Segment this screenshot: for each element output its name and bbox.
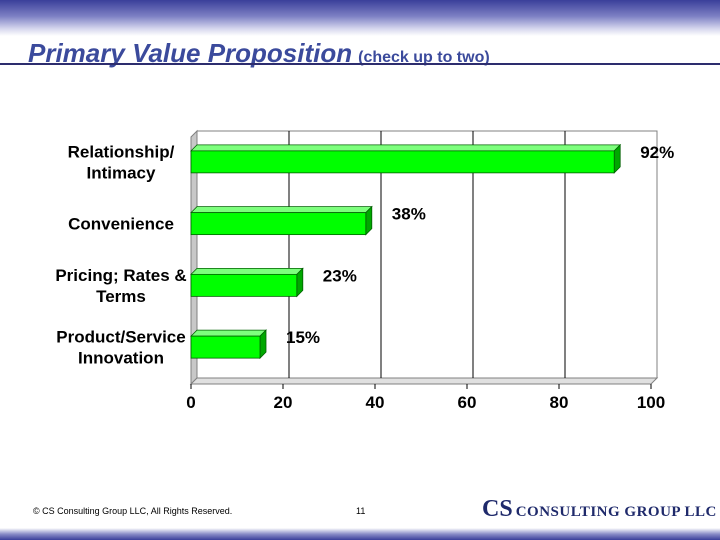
x-tick-label: 20 bbox=[274, 393, 293, 412]
footer-page-number: 11 bbox=[356, 506, 366, 516]
bar-value-label: 38% bbox=[392, 205, 426, 224]
category-label: Product/Service Innovation bbox=[56, 328, 185, 368]
bar bbox=[190, 335, 261, 359]
x-tick-label: 60 bbox=[458, 393, 477, 412]
chart-floor bbox=[189, 377, 659, 385]
bar-value-label: 92% bbox=[640, 143, 674, 162]
bar-top-face bbox=[190, 267, 304, 275]
title-underline bbox=[0, 63, 720, 65]
category-label: Relationship/Intimacy bbox=[68, 142, 175, 182]
bar bbox=[190, 212, 367, 236]
footer-copyright: © CS Consulting Group LLC, All Rights Re… bbox=[33, 506, 233, 516]
x-tick-label: 40 bbox=[366, 393, 385, 412]
bar-top-face bbox=[190, 144, 622, 152]
bar-top-face bbox=[190, 206, 373, 214]
bar-value-label: 23% bbox=[323, 266, 357, 285]
bar-value-label: 15% bbox=[286, 328, 320, 347]
x-tick-label: 0 bbox=[186, 393, 195, 412]
footer-gradient-band bbox=[0, 528, 720, 540]
slide-title-subtitle: (check up to two) bbox=[358, 49, 490, 66]
x-tick-label: 80 bbox=[550, 393, 569, 412]
x-tick-label: 100 bbox=[637, 393, 665, 412]
bar-top-face bbox=[190, 329, 267, 337]
category-label: Convenience bbox=[68, 215, 174, 234]
logo-name-text: CONSULTING GROUP LLC bbox=[515, 504, 717, 520]
bar bbox=[190, 150, 615, 174]
category-label: Pricing; Rates & Terms bbox=[55, 266, 186, 306]
company-logo: CS CONSULTING GROUP LLC bbox=[482, 496, 717, 523]
header-gradient-band bbox=[0, 0, 720, 36]
bar bbox=[190, 273, 298, 297]
logo-cs-text: CS bbox=[482, 496, 513, 522]
